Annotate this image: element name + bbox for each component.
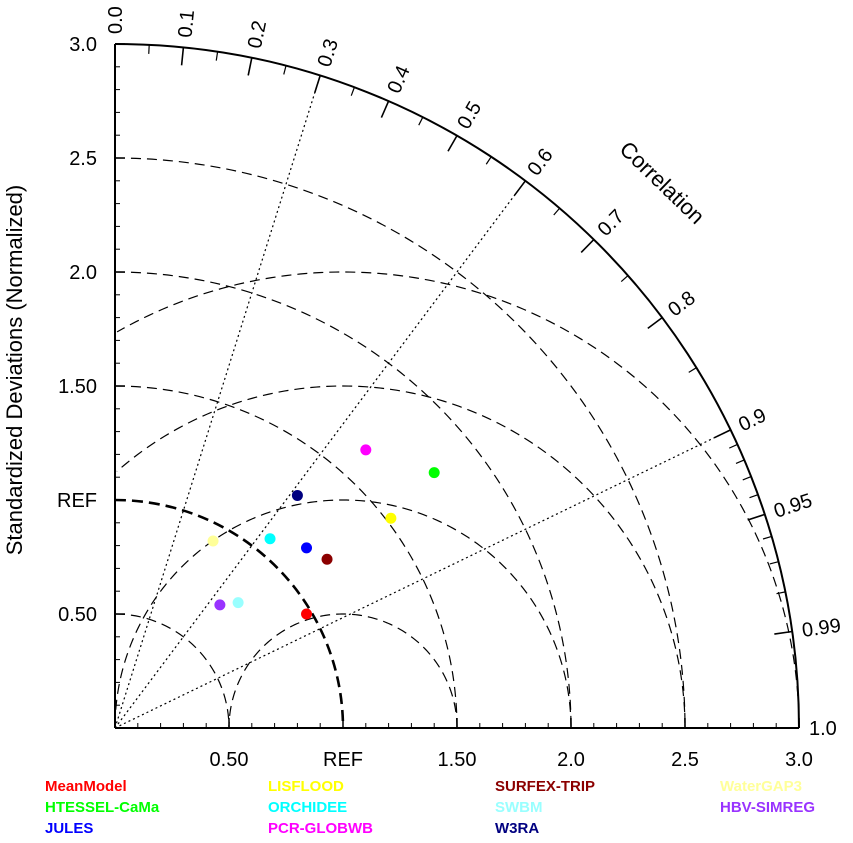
legend-label: SURFEX-TRIP: [495, 778, 595, 795]
x-tick-label: 2.5: [671, 749, 699, 771]
correlation-tick-label: 0.5: [453, 98, 486, 133]
correlation-tick: [381, 101, 388, 117]
correlation-minor-tick: [736, 460, 744, 464]
x-tick-label: 1.50: [438, 749, 477, 771]
correlation-minor-tick: [763, 536, 772, 539]
y-tick-label: 2.0: [69, 262, 97, 284]
correlation-minor-tick: [419, 117, 423, 125]
correlation-tick-label: 0.9: [735, 404, 770, 436]
data-point-orchidee: [265, 533, 276, 544]
correlation-ray: [115, 181, 525, 728]
correlation-tick-label: 0.7: [594, 206, 629, 241]
legend-label: JULES: [45, 820, 93, 837]
data-point-swbm: [233, 597, 244, 608]
data-point-meanmodel: [301, 609, 312, 620]
correlation-tick: [448, 136, 457, 152]
std-arc: [115, 386, 457, 728]
correlation-tick-label: 0.4: [383, 62, 414, 96]
data-point-htessel-cama: [429, 467, 440, 478]
correlation-ray: [115, 430, 731, 728]
data-point-surfex-trip: [322, 554, 333, 565]
legend-label: ORCHIDEE: [268, 799, 347, 816]
correlation-tick-label: 0.3: [314, 36, 343, 69]
std-arc: [115, 158, 685, 728]
correlation-tick-label: 0.95: [771, 490, 815, 523]
legend-label: W3RA: [495, 820, 539, 837]
legend-label: WaterGAP3: [720, 778, 802, 795]
rms-arc: [117, 386, 685, 728]
correlation-minor-tick: [770, 562, 779, 564]
correlation-tick: [515, 181, 526, 195]
correlation-tick-label: 0.2: [244, 19, 271, 51]
correlation-tick: [182, 47, 184, 65]
correlation-tick-label: 0.1: [174, 9, 199, 39]
grid-layer: [115, 76, 799, 728]
correlation-minor-tick: [351, 87, 354, 95]
correlation-minor-tick: [750, 495, 758, 498]
y-tick-label: 2.5: [69, 148, 97, 170]
y-tick-label: 0.50: [58, 604, 97, 626]
legend-label: MeanModel: [45, 778, 127, 795]
x-tick-label: 0.50: [210, 749, 249, 771]
correlation-minor-tick: [621, 276, 628, 282]
legend-label: HTESSEL-CaMa: [45, 799, 160, 816]
x-tick-label: 3.0: [785, 749, 813, 771]
correlation-minor-tick: [689, 368, 697, 373]
correlation-minor-tick: [729, 444, 737, 448]
correlation-tick: [648, 318, 662, 329]
correlation-axis-title: Correlation: [615, 136, 710, 229]
y-tick-label: 1.50: [58, 376, 97, 398]
outer-arc: [115, 44, 799, 728]
point-layer: [208, 444, 440, 619]
y-tick-label: 3.0: [69, 34, 97, 56]
legend-label: LISFLOOD: [268, 778, 344, 795]
legend-label: PCR-GLOBWB: [268, 820, 373, 837]
correlation-tick: [248, 58, 252, 76]
correlation-minor-tick: [554, 208, 560, 215]
correlation-tick: [774, 632, 792, 635]
data-point-jules: [301, 542, 312, 553]
correlation-minor-tick: [777, 592, 786, 594]
correlation-tick: [748, 514, 765, 520]
correlation-tick: [581, 240, 594, 253]
correlation-tick-label: 1.0: [809, 718, 837, 740]
correlation-minor-tick: [216, 52, 217, 61]
data-point-watergap3: [208, 536, 219, 547]
correlation-tick: [315, 76, 320, 93]
correlation-tick-label: 0.0: [105, 6, 127, 34]
y-tick-label: REF: [57, 490, 97, 512]
correlation-minor-tick: [284, 66, 286, 75]
correlation-tick-label: 0.6: [523, 145, 557, 180]
correlation-tick-label: 0.8: [664, 287, 699, 321]
rms-arc: [117, 272, 799, 728]
data-point-hbv-simreg: [214, 599, 225, 610]
correlation-tick-label: 0.99: [801, 615, 843, 642]
data-point-w3ra: [292, 490, 303, 501]
correlation-ray: [115, 76, 320, 728]
x-tick-label: REF: [323, 749, 363, 771]
data-point-pcr-globwb: [360, 444, 371, 455]
std-arc: [115, 614, 229, 728]
correlation-tick: [714, 430, 730, 438]
correlation-minor-tick: [486, 157, 491, 165]
legend-label: HBV-SIMREG: [720, 799, 815, 816]
legend-layer: MeanModel HTESSEL-CaMa JULES LISFLOOD ORCHID…: [45, 778, 815, 837]
legend-label: SWBM: [495, 799, 543, 816]
x-tick-label: 2.0: [557, 749, 585, 771]
y-axis-title: Standardized Deviations (Normalized): [2, 185, 27, 556]
correlation-minor-tick: [743, 477, 751, 480]
data-point-lisflood: [385, 513, 396, 524]
